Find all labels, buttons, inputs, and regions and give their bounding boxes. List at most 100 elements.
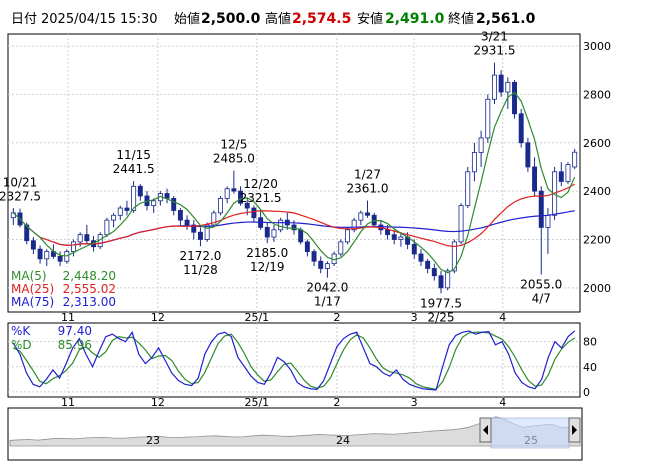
overview-area: [9, 416, 581, 447]
close-value: 2,561.0: [476, 11, 536, 27]
ma75-legend-label: MA(75): [11, 295, 54, 309]
candle-down: [298, 229, 304, 243]
stochastic-legend: %K 97.40 %D 85.96: [11, 324, 92, 352]
low-annotation-date: 4/7: [532, 292, 551, 306]
candle-up: [204, 224, 210, 240]
candle-down: [411, 243, 417, 255]
candle-down: [191, 224, 197, 233]
candle-down: [184, 219, 190, 226]
candle-down: [418, 253, 424, 262]
open-value: 2,500.0: [201, 11, 261, 27]
k-legend-label: %K: [11, 324, 31, 338]
chevron-right-icon: [572, 425, 577, 435]
candle-down: [538, 190, 544, 228]
price-xtick-label: 25/1: [244, 311, 269, 324]
low-annotation-value: 2185.0: [246, 246, 288, 260]
candle-down: [391, 234, 397, 240]
candle-down: [24, 224, 30, 242]
candle-up: [478, 137, 484, 153]
candle-up: [358, 212, 364, 221]
stoch-ytick-label: 80: [583, 336, 597, 349]
stoch-xtick-label: 12: [151, 396, 165, 409]
date-value: 2025/04/15 15:30: [41, 12, 158, 27]
high-annotation-date: 12/5: [220, 138, 247, 152]
candle-down: [57, 255, 63, 262]
candle-down: [251, 207, 257, 219]
candle-down: [171, 197, 177, 211]
high-annotation-value: 2931.5: [473, 44, 515, 58]
candle-up: [324, 263, 330, 269]
candle-down: [525, 142, 531, 168]
low-annotation-date: 2/25: [428, 310, 455, 324]
candle-down: [518, 113, 524, 144]
high-annotation-date: 10/21: [3, 176, 38, 190]
low-value: 2,491.0: [385, 11, 445, 27]
candle-down: [558, 171, 564, 182]
high-annotation-value: 2441.5: [113, 162, 155, 176]
candle-down: [177, 210, 183, 221]
range-handle-right[interactable]: [568, 417, 581, 443]
candle-up: [131, 185, 137, 211]
low-annotation-value: 2055.0: [520, 278, 562, 292]
high-annotation-date: 11/15: [116, 148, 151, 162]
candle-up: [44, 251, 50, 260]
low-annotation-value: 2172.0: [179, 249, 221, 263]
candle-up: [338, 241, 344, 255]
high-annotation-value: 2485.0: [213, 152, 255, 166]
ma25-legend-value: 2,555.02: [63, 282, 116, 296]
candle-down: [137, 185, 143, 197]
candle-up: [491, 74, 497, 100]
high-value: 2,574.5: [292, 11, 351, 27]
stoch-xtick-label: 3: [411, 396, 418, 409]
low-annotation-date: 11/28: [183, 263, 218, 277]
high-annotation-value: 2321.5: [240, 191, 282, 205]
candle-down: [425, 260, 431, 269]
candle-down: [37, 248, 43, 260]
candle-up: [351, 219, 357, 231]
candle-down: [498, 74, 504, 93]
candle-up: [271, 229, 277, 238]
candle-up: [104, 219, 110, 236]
candle-down: [365, 212, 370, 216]
candle-up: [398, 236, 404, 240]
high-annotation-date: 12/20: [243, 177, 278, 191]
close-label: 終値: [448, 11, 474, 27]
chevron-left-icon: [483, 425, 488, 435]
overview-year-label: 24: [336, 434, 350, 447]
candle-up: [117, 207, 123, 216]
ma25-legend-label: MA(25): [11, 282, 54, 296]
price-xtick-label: 11: [61, 311, 75, 324]
candle-down: [264, 226, 270, 238]
range-window[interactable]: [490, 417, 570, 449]
high-annotation-value: 2361.0: [347, 182, 389, 196]
stoch-ytick-label: 0: [583, 386, 590, 399]
price-ytick-label: 2200: [583, 233, 611, 246]
range-handle-left[interactable]: [479, 417, 492, 443]
overview-year-label: 23: [146, 434, 160, 447]
candle-up: [218, 197, 223, 214]
ma-legend: MA(5) 2,448.20 MA(25) 2,555.02 MA(75) 2,…: [9, 267, 117, 311]
range-selector[interactable]: [479, 417, 581, 449]
price-ytick-label: 2400: [583, 185, 611, 198]
candle-up: [151, 200, 157, 207]
ma25-line: [26, 183, 575, 248]
high-annotation-date: 1/27: [354, 168, 381, 182]
candle-up: [572, 151, 578, 168]
stoch-xtick-label: 2: [333, 396, 340, 409]
ma75-legend-value: 2,313.00: [63, 295, 116, 309]
low-annotation-date: 12/19: [250, 260, 285, 274]
candle-up: [565, 164, 571, 182]
candle-up: [278, 219, 284, 231]
price-xtick-label: 3: [411, 311, 418, 324]
candle-up: [445, 270, 451, 289]
ma5-line: [12, 91, 576, 274]
candle-down: [197, 231, 203, 240]
candle-up: [465, 171, 471, 207]
price-xtick-label: 2: [333, 311, 340, 324]
candle-down: [291, 224, 297, 231]
stoch-k-line: [12, 330, 576, 391]
d-legend-label: %D: [11, 338, 32, 352]
high-annotation-date: 3/21: [481, 30, 508, 44]
